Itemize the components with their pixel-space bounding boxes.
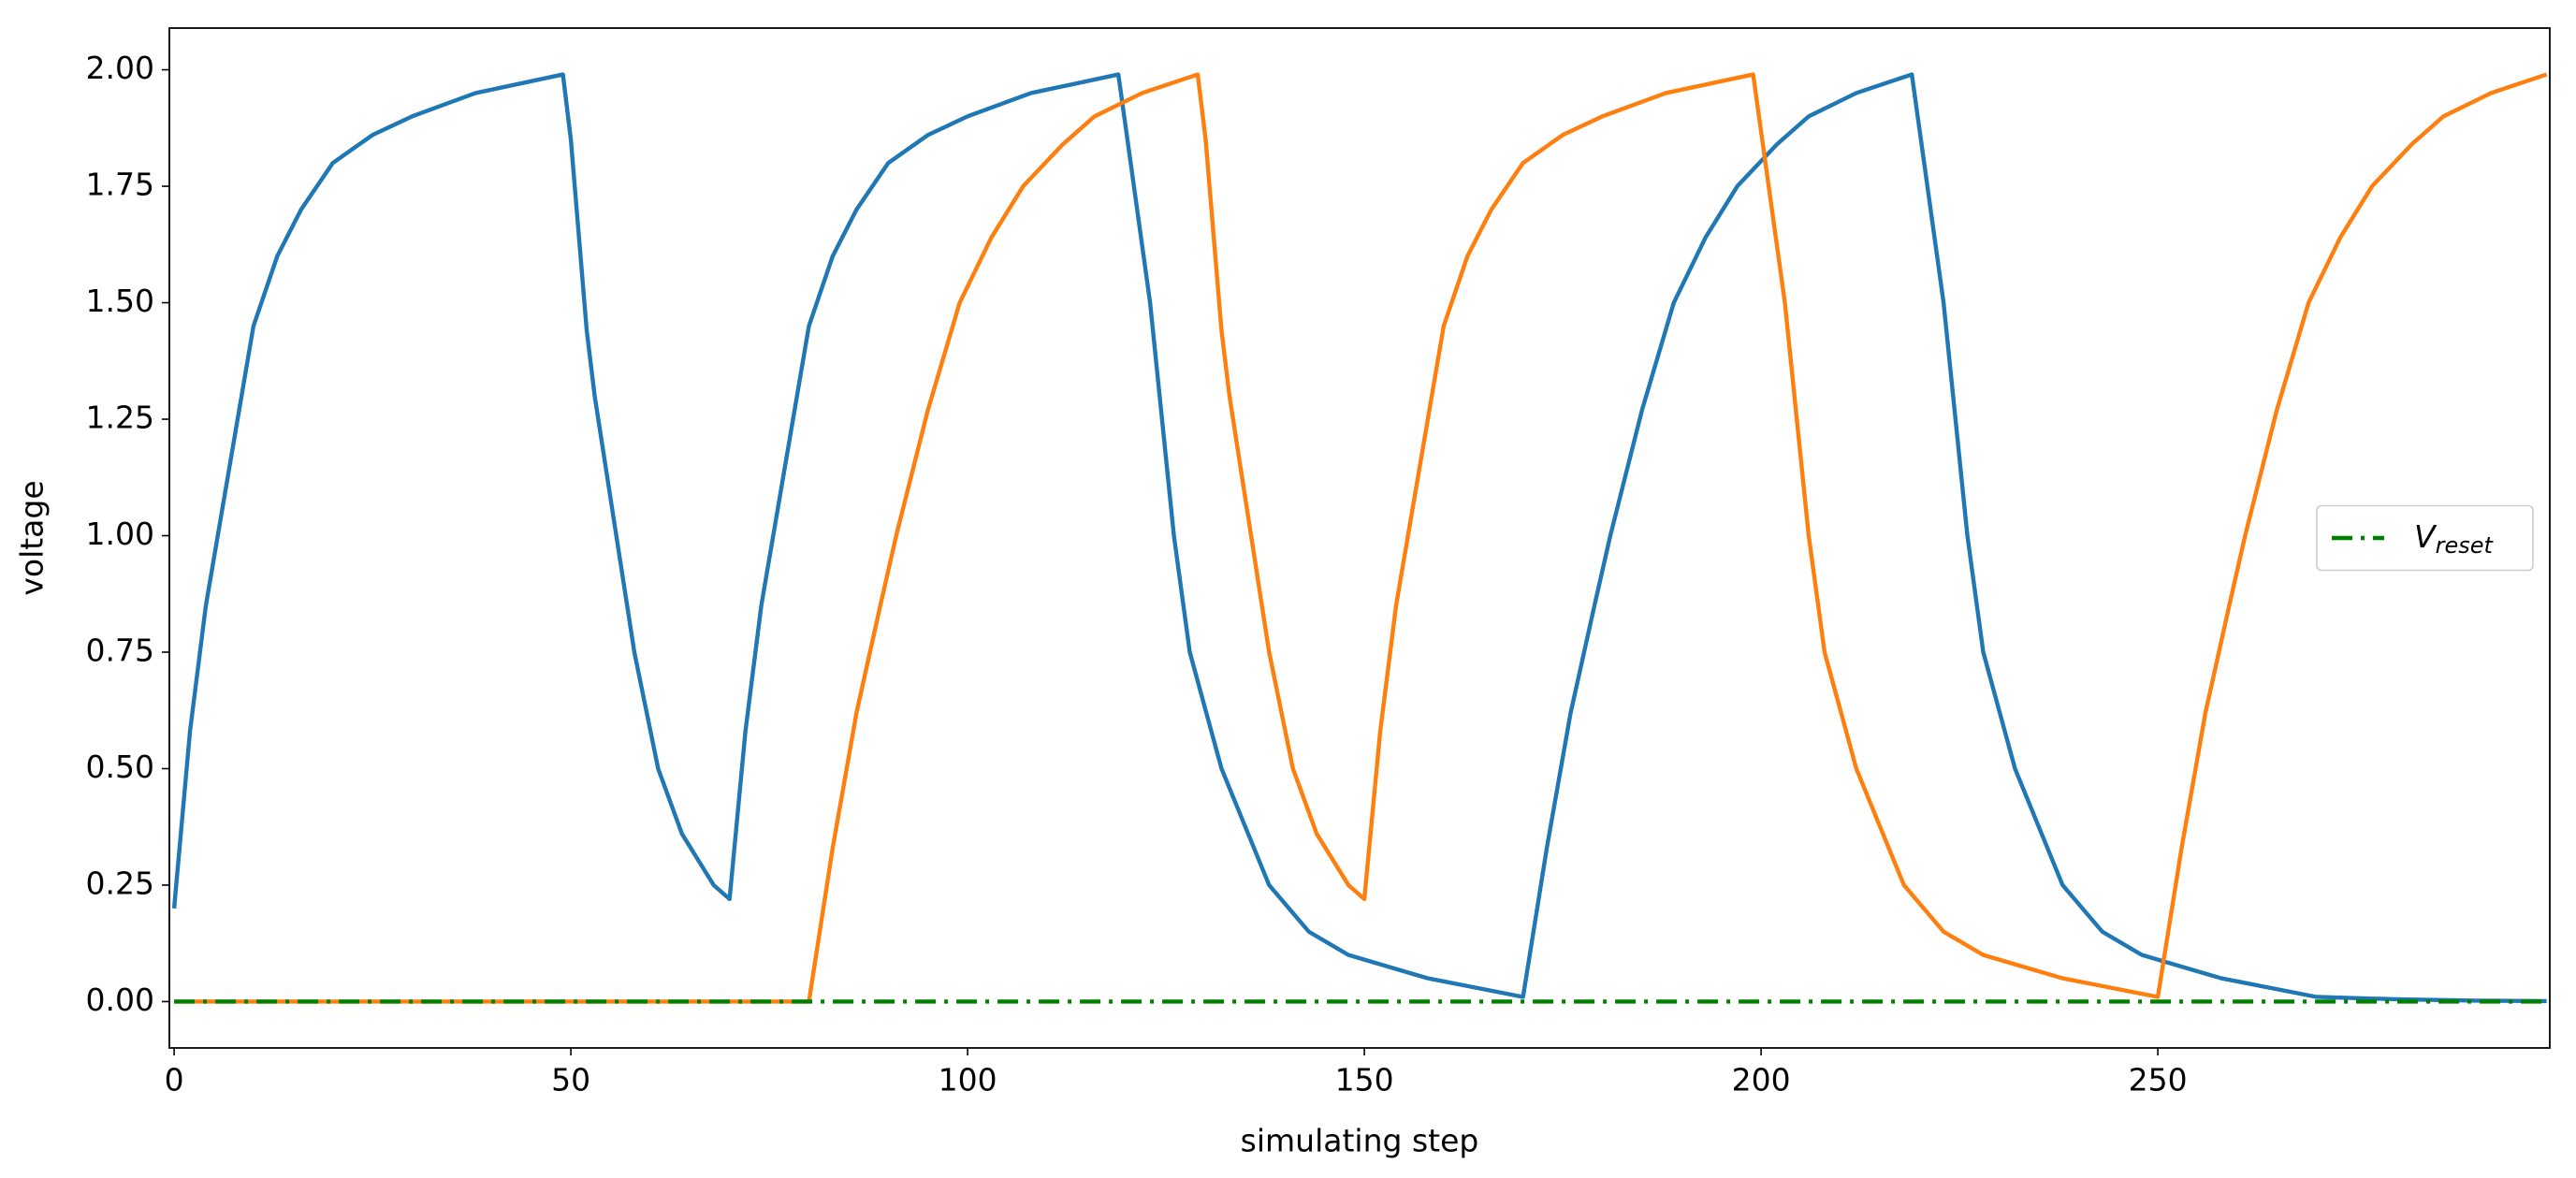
x-tick-label: 50 bbox=[551, 1062, 590, 1098]
y-tick-label: 0.50 bbox=[86, 749, 154, 785]
y-tick-label: 1.50 bbox=[86, 283, 154, 319]
x-tick-label: 250 bbox=[2129, 1062, 2188, 1098]
y-tick-label: 1.75 bbox=[86, 167, 154, 203]
y-tick-label: 0.25 bbox=[86, 865, 154, 901]
x-tick-label: 100 bbox=[939, 1062, 997, 1098]
series-line bbox=[174, 72, 2548, 1004]
legend-label: Vreset bbox=[2414, 518, 2494, 560]
legend-label-main: V bbox=[2414, 518, 2438, 555]
plot-frame bbox=[168, 27, 2551, 1049]
y-tick-label: 1.25 bbox=[86, 400, 154, 436]
y-tick-label: 2.00 bbox=[86, 50, 154, 86]
x-tick-label: 150 bbox=[1335, 1062, 1394, 1098]
y-tick-label: 0.00 bbox=[86, 982, 154, 1018]
x-tick-label: 0 bbox=[165, 1062, 184, 1098]
legend-label-subscript: reset bbox=[2436, 532, 2495, 559]
series-line bbox=[171, 72, 2547, 1004]
y-axis-label: voltage bbox=[14, 480, 51, 595]
legend-box bbox=[2316, 504, 2534, 572]
x-tick-label: 200 bbox=[1732, 1062, 1791, 1098]
y-tick-label: 0.75 bbox=[86, 632, 154, 668]
x-axis-label: simulating step bbox=[1241, 1123, 1479, 1159]
y-tick-label: 1.00 bbox=[86, 516, 154, 552]
